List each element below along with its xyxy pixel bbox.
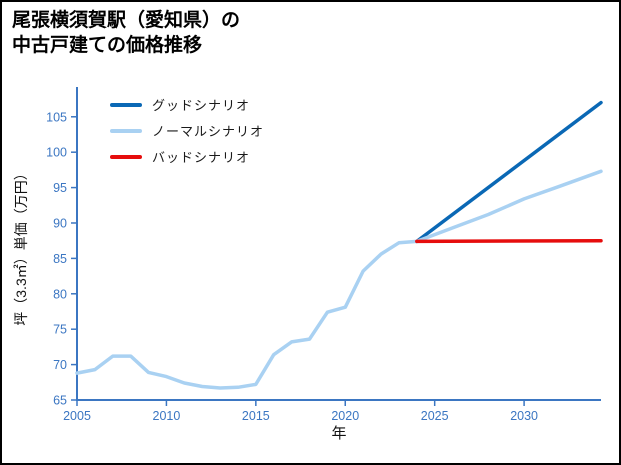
legend-swatch-normal [110,128,142,133]
legend-item-good: グッドシナリオ [110,95,264,114]
x-axis-title: 年 [331,425,346,442]
legend-swatch-bad [110,154,142,159]
series-line-normal [75,169,603,390]
x-tick-label: 2010 [153,409,181,423]
series-line-good [415,100,603,244]
legend-item-bad: バッドシナリオ [110,147,264,166]
chart-title: 尾張横須賀駅（愛知県）の 中古戸建ての価格推移 [12,8,240,58]
y-tick-label: 105 [46,110,67,124]
y-tick-label: 80 [53,287,67,301]
x-tick-label: 2030 [510,409,538,423]
chart-title-line1: 尾張横須賀駅（愛知県）の [12,10,241,31]
y-tick-label: 75 [53,323,67,337]
x-tick-label: 2025 [421,409,449,423]
y-tick-label: 70 [53,358,67,372]
legend-swatch-good [110,102,142,107]
y-tick-label: 90 [53,216,67,230]
legend-label-good: グッドシナリオ [152,98,251,113]
series-line-bad [415,238,603,244]
y-tick-label: 65 [53,394,67,408]
y-tick-label: 100 [46,146,67,160]
x-tick-label: 2015 [242,409,270,423]
chart-title-line2: 中古戸建ての価格推移 [12,35,203,57]
y-tick-label: 95 [53,181,67,195]
y-tick-label: 85 [53,252,67,266]
x-tick-label: 2005 [63,409,91,423]
chart-legend: グッドシナリオ ノーマルシナリオ バッドシナリオ [110,95,264,166]
legend-label-normal: ノーマルシナリオ [152,124,265,139]
legend-label-bad: バッドシナリオ [152,150,251,165]
legend-item-normal: ノーマルシナリオ [110,121,264,140]
x-tick-label: 2020 [331,409,359,423]
y-axis-title: 坪（3.3㎡）単価（万円） [13,166,29,325]
